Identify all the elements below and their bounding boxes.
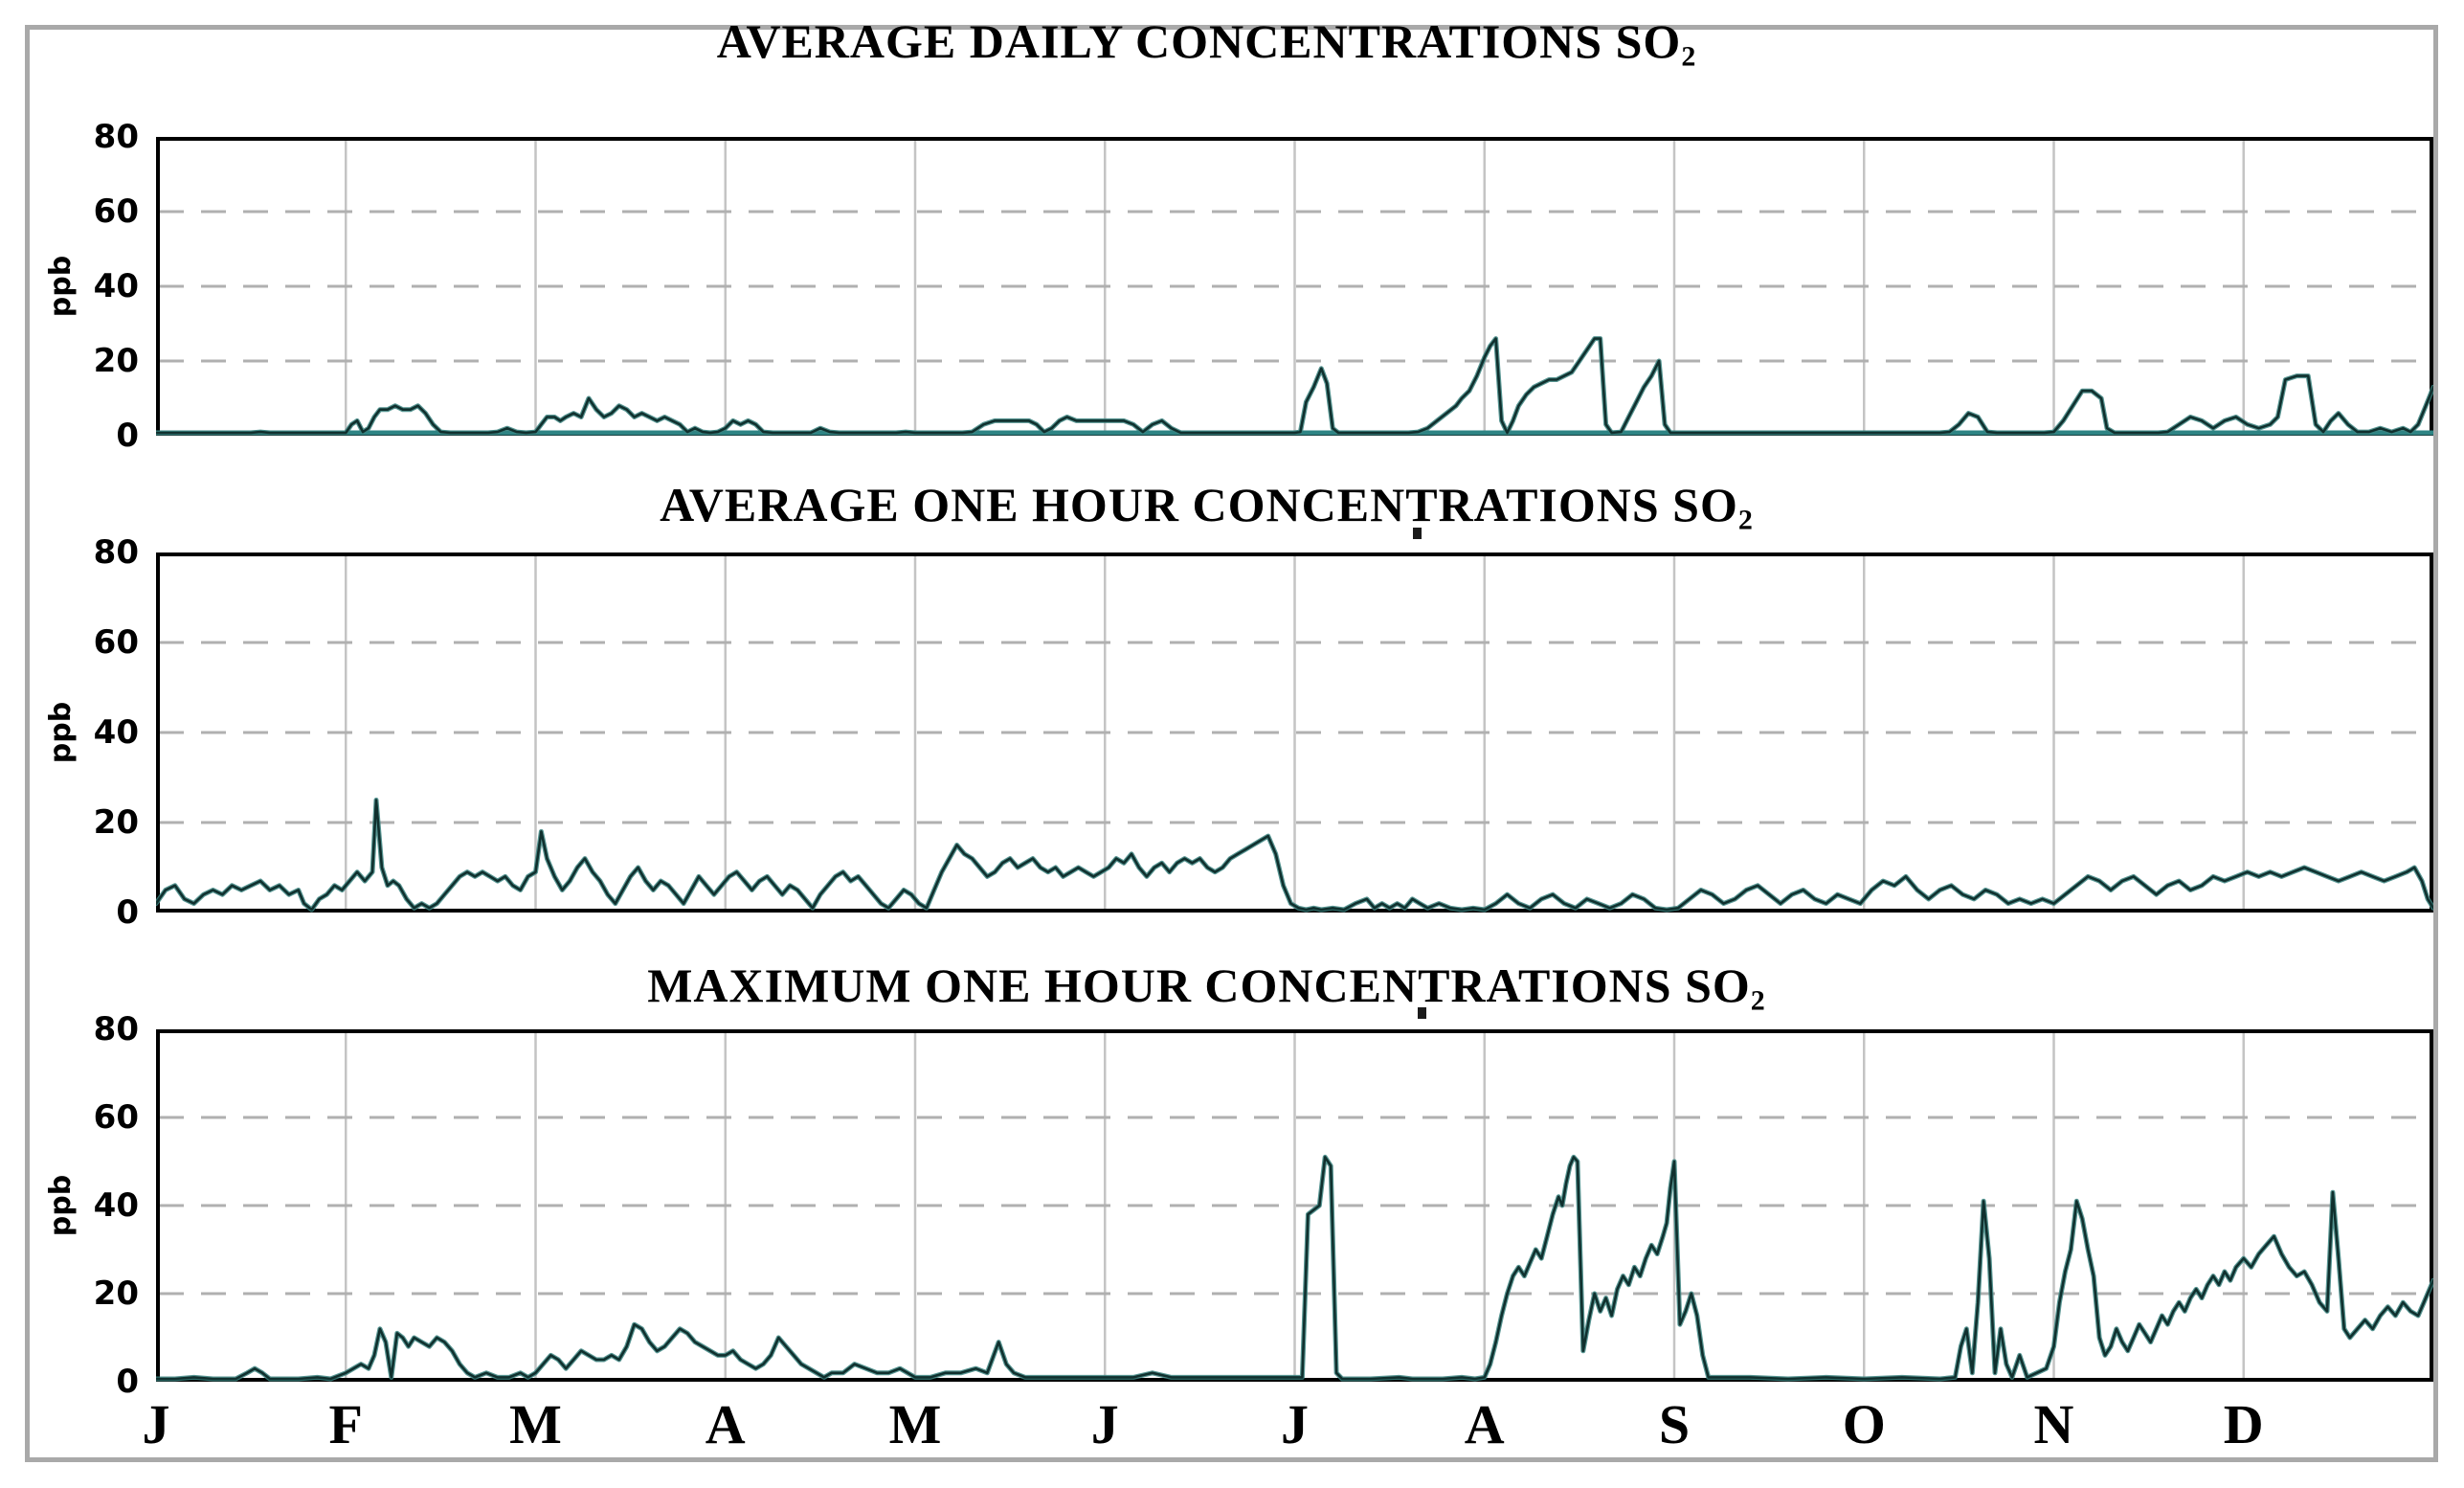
maximum-one-hour-concentrations-so2-data-line: [156, 1156, 2433, 1381]
chart3-title-subscript: 2: [1750, 984, 1765, 1017]
chart3-title: MAXIMUM ONE HOUR CONCENTRATIONS SO2: [57, 958, 2355, 1017]
maximum-one-hour-concentrations-so2-ytick-60: 60: [93, 1098, 139, 1137]
average-one-hour-concentrations-so2-ytick-0: 0: [116, 893, 139, 932]
average-daily-concentrations-so2-svg: [156, 137, 2433, 436]
average-daily-concentrations-so2-ytick-20: 20: [93, 342, 139, 380]
chart1-title: AVERAGE DAILY CONCENTRATIONS SO2: [57, 13, 2355, 73]
x-axis-month-label-8: S: [1658, 1393, 1691, 1455]
x-axis-month-label-7: A: [1464, 1393, 1505, 1455]
maximum-one-hour-concentrations-so2-plot: [156, 1029, 2433, 1382]
maximum-one-hour-concentrations-so2-ytick-80: 80: [93, 1010, 139, 1048]
x-axis-month-label-2: M: [509, 1393, 562, 1455]
figure-border: [25, 25, 2438, 1462]
chart1-title-text: AVERAGE DAILY CONCENTRATIONS SO: [716, 14, 1682, 68]
average-one-hour-concentrations-so2-svg: [156, 552, 2433, 913]
stray-mark: [1413, 528, 1422, 539]
average-one-hour-concentrations-so2-ytick-40: 40: [93, 713, 139, 752]
chart2-title: AVERAGE ONE HOUR CONCENTRATIONS SO2: [57, 477, 2355, 536]
maximum-one-hour-concentrations-so2-ytick-40: 40: [93, 1186, 139, 1225]
chart1-title-subscript: 2: [1681, 40, 1696, 73]
maximum-one-hour-concentrations-so2-ytick-0: 0: [116, 1363, 139, 1401]
x-axis-month-label-6: J: [1281, 1393, 1309, 1455]
x-axis-month-label-0: J: [142, 1393, 170, 1455]
average-one-hour-concentrations-so2-ytick-80: 80: [93, 533, 139, 572]
average-daily-concentrations-so2-ytick-40: 40: [93, 267, 139, 305]
average-daily-concentrations-so2-data-line: [156, 337, 2433, 435]
chart3-title-text: MAXIMUM ONE HOUR CONCENTRATIONS SO: [647, 958, 1751, 1012]
average-daily-concentrations-so2-plot: [156, 137, 2433, 436]
average-one-hour-concentrations-so2-ytick-60: 60: [93, 623, 139, 662]
average-one-hour-concentrations-so2-data-line: [156, 799, 2433, 912]
maximum-one-hour-concentrations-so2-ytick-20: 20: [93, 1274, 139, 1313]
average-daily-concentrations-so2-ytick-80: 80: [93, 118, 139, 156]
maximum-one-hour-concentrations-so2-svg: [156, 1029, 2433, 1382]
x-axis-month-label-9: O: [1842, 1393, 1886, 1455]
x-axis-month-label-5: J: [1090, 1393, 1119, 1455]
x-axis-month-label-4: M: [888, 1393, 942, 1455]
x-axis-month-label-11: D: [2223, 1393, 2264, 1455]
average-one-hour-concentrations-so2-ytick-20: 20: [93, 803, 139, 842]
stray-mark: [1418, 1007, 1426, 1019]
average-one-hour-concentrations-so2-plot: [156, 552, 2433, 913]
chart2-title-subscript: 2: [1737, 504, 1753, 536]
chart2-title-text: AVERAGE ONE HOUR CONCENTRATIONS SO: [660, 478, 1738, 531]
x-axis-month-label-3: A: [705, 1393, 746, 1455]
x-axis-month-label-1: F: [328, 1393, 363, 1455]
average-daily-concentrations-so2-ytick-60: 60: [93, 192, 139, 231]
average-daily-concentrations-so2-ytick-0: 0: [116, 417, 139, 455]
x-axis-month-label-10: N: [2033, 1393, 2074, 1455]
